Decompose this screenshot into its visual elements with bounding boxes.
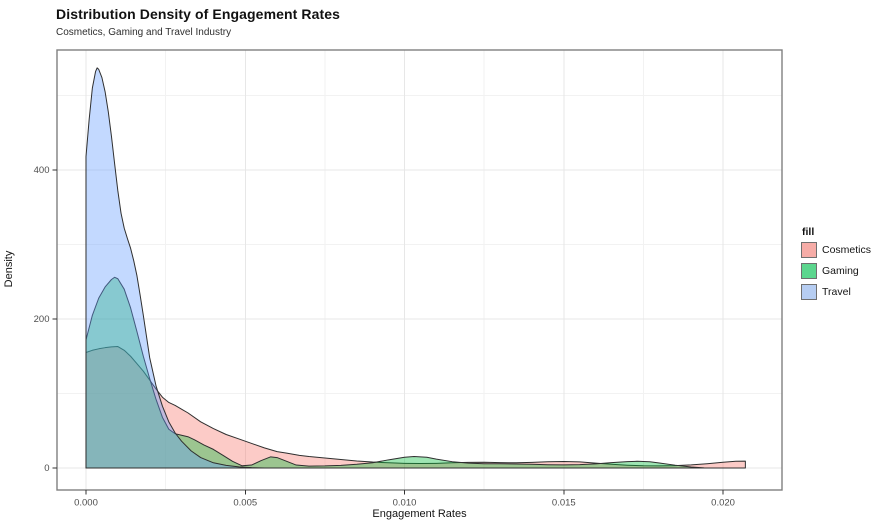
- legend-swatch-gaming: [801, 263, 817, 279]
- legend-label: Travel: [822, 286, 851, 298]
- chart-subtitle: Cosmetics, Gaming and Travel Industry: [56, 27, 232, 38]
- chart-title: Distribution Density of Engagement Rates: [56, 6, 341, 22]
- panel-border: [56, 49, 783, 491]
- legend-title: fill: [802, 226, 815, 238]
- x-tick-label: 0.010: [393, 498, 417, 509]
- panel-background: [57, 50, 782, 490]
- x-tick-label: 0.000: [74, 498, 98, 509]
- density-area-gaming: [85, 276, 705, 469]
- legend-item-gaming: Gaming: [801, 263, 871, 279]
- legend-swatch-cosmetics: [801, 242, 817, 258]
- legend: fill Cosmetics Gaming Travel: [801, 226, 871, 305]
- y-tick-label: 400: [34, 165, 50, 176]
- x-tick-label: 0.015: [552, 498, 576, 509]
- legend-item-travel: Travel: [801, 284, 871, 300]
- legend-swatch-travel: [801, 284, 817, 300]
- legend-item-cosmetics: Cosmetics: [801, 242, 871, 258]
- density-area-travel: [85, 67, 265, 469]
- x-tick-label: 0.020: [711, 498, 735, 509]
- x-axis-title: Engagement Rates: [372, 508, 467, 520]
- y-tick-label: 200: [34, 314, 50, 325]
- legend-label: Gaming: [822, 265, 859, 277]
- density-area-cosmetics: [85, 346, 746, 469]
- y-tick-label: 0: [44, 463, 49, 474]
- y-axis-title: Density: [3, 250, 15, 288]
- x-tick-label: 0.005: [233, 498, 257, 509]
- legend-label: Cosmetics: [822, 244, 872, 256]
- legend-items: Cosmetics Gaming Travel: [801, 242, 871, 300]
